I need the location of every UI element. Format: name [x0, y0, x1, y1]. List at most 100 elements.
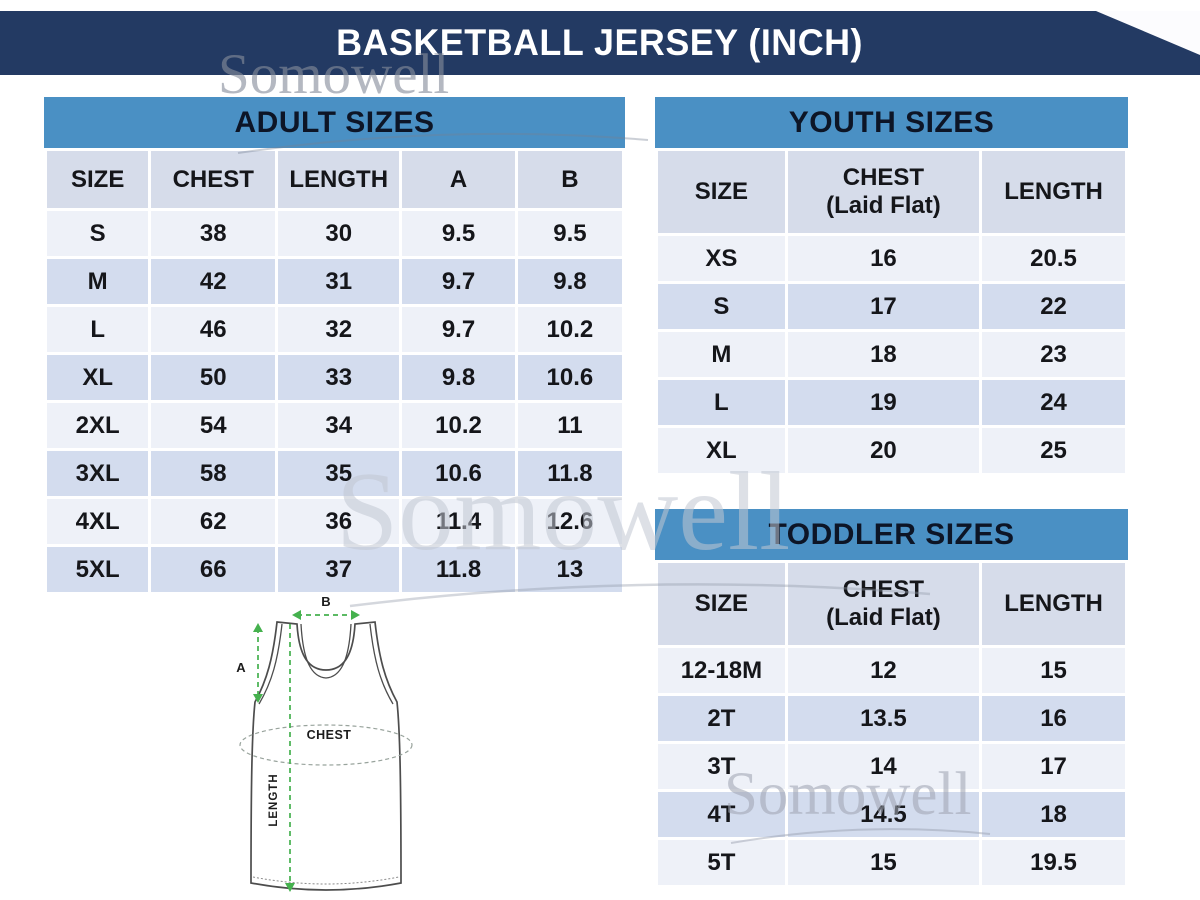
- table-row: S 17 22: [658, 284, 1125, 329]
- value-cell: 50: [151, 355, 276, 400]
- adult-sizes-section: ADULT SIZES SIZE CHEST LENGTH A B S 38 30 9…: [44, 97, 625, 595]
- size-cell: L: [658, 380, 785, 425]
- column-header: LENGTH: [982, 151, 1125, 233]
- size-cell: 3XL: [47, 451, 149, 496]
- title-band: BASKETBALL JERSEY (INCH): [0, 11, 1200, 75]
- size-cell: 2XL: [47, 403, 149, 448]
- value-cell: 9.7: [402, 307, 515, 352]
- value-cell: 24: [982, 380, 1125, 425]
- toddler-sizes-section: TODDLER SIZES SIZE CHEST (Laid Flat) LEN…: [655, 509, 1128, 888]
- value-cell: 31: [278, 259, 400, 304]
- length-arrowhead-bottom: [285, 883, 295, 892]
- size-cell: 3T: [658, 744, 785, 789]
- value-cell: 9.5: [517, 211, 622, 256]
- value-cell: 12.6: [517, 499, 622, 544]
- size-cell: M: [47, 259, 149, 304]
- value-cell: 58: [151, 451, 276, 496]
- value-cell: 34: [278, 403, 400, 448]
- size-cell: XL: [47, 355, 149, 400]
- value-cell: 9.8: [402, 355, 515, 400]
- value-cell: 16: [982, 696, 1125, 741]
- value-cell: 66: [151, 547, 276, 592]
- armhole-trim-left: [258, 623, 283, 705]
- size-cell: XS: [658, 236, 785, 281]
- a-label: A: [236, 660, 246, 675]
- a-arrowhead-top: [253, 623, 263, 632]
- column-header: CHEST: [151, 151, 276, 208]
- value-cell: 36: [278, 499, 400, 544]
- value-cell: 12: [787, 648, 980, 693]
- youth-sizes-table: SIZE CHEST (Laid Flat) LENGTH XS 16 20.5 S…: [655, 148, 1128, 476]
- table-row: M 42 31 9.7 9.8: [47, 259, 622, 304]
- table-row: 5T 15 19.5: [658, 840, 1125, 885]
- b-label: B: [321, 594, 330, 609]
- column-header-sub: (Laid Flat): [826, 604, 941, 631]
- size-cell: L: [47, 307, 149, 352]
- column-header: LENGTH: [278, 151, 400, 208]
- value-cell: 17: [787, 284, 980, 329]
- column-header: CHEST (Laid Flat): [787, 563, 980, 645]
- value-cell: 9.7: [402, 259, 515, 304]
- size-cell: 4XL: [47, 499, 149, 544]
- value-cell: 14: [787, 744, 980, 789]
- column-header: A: [402, 151, 515, 208]
- toddler-sizes-heading: TODDLER SIZES: [655, 509, 1128, 560]
- value-cell: 22: [982, 284, 1125, 329]
- column-header: LENGTH: [982, 563, 1125, 645]
- value-cell: 15: [787, 840, 980, 885]
- size-cell: S: [658, 284, 785, 329]
- table-row: M 18 23: [658, 332, 1125, 377]
- value-cell: 9.8: [517, 259, 622, 304]
- table-row: 5XL 66 37 11.8 13: [47, 547, 622, 592]
- adult-sizes-table: SIZE CHEST LENGTH A B S 38 30 9.5 9.5 M 42 31 9…: [44, 148, 625, 595]
- value-cell: 13: [517, 547, 622, 592]
- column-header-sub: (Laid Flat): [826, 192, 941, 219]
- value-cell: 11.8: [517, 451, 622, 496]
- value-cell: 14.5: [787, 792, 980, 837]
- value-cell: 9.5: [402, 211, 515, 256]
- size-cell: M: [658, 332, 785, 377]
- column-header: CHEST (Laid Flat): [787, 151, 980, 233]
- value-cell: 13.5: [787, 696, 980, 741]
- value-cell: 10.6: [517, 355, 622, 400]
- value-cell: 18: [787, 332, 980, 377]
- column-header: SIZE: [658, 563, 785, 645]
- value-cell: 15: [982, 648, 1125, 693]
- size-cell: 5XL: [47, 547, 149, 592]
- value-cell: 42: [151, 259, 276, 304]
- table-row: 3XL 58 35 10.6 11.8: [47, 451, 622, 496]
- value-cell: 37: [278, 547, 400, 592]
- value-cell: 30: [278, 211, 400, 256]
- size-cell: XL: [658, 428, 785, 473]
- column-header: SIZE: [47, 151, 149, 208]
- column-header-main: CHEST: [842, 164, 925, 192]
- b-arrowhead-left: [292, 610, 301, 620]
- table-row: 4XL 62 36 11.4 12.6: [47, 499, 622, 544]
- value-cell: 20.5: [982, 236, 1125, 281]
- youth-sizes-heading: YOUTH SIZES: [655, 97, 1128, 148]
- chest-measure-ellipse: [239, 724, 413, 766]
- value-cell: 17: [982, 744, 1125, 789]
- header-row: SIZE CHEST (Laid Flat) LENGTH: [658, 563, 1125, 645]
- jersey-measurement-diagram: B A LENGTH CHEST: [236, 594, 413, 892]
- value-cell: 25: [982, 428, 1125, 473]
- table-row: XS 16 20.5: [658, 236, 1125, 281]
- neckline-trim: [300, 623, 352, 679]
- value-cell: 11.8: [402, 547, 515, 592]
- value-cell: 62: [151, 499, 276, 544]
- size-cell: 12-18M: [658, 648, 785, 693]
- value-cell: 23: [982, 332, 1125, 377]
- value-cell: 46: [151, 307, 276, 352]
- hem-stitch-line: [252, 876, 400, 885]
- value-cell: 16: [787, 236, 980, 281]
- table-row: 3T 14 17: [658, 744, 1125, 789]
- page-title: BASKETBALL JERSEY (INCH): [336, 22, 864, 63]
- column-header: SIZE: [658, 151, 785, 233]
- youth-sizes-section: YOUTH SIZES SIZE CHEST (Laid Flat) LENGT…: [655, 97, 1128, 476]
- value-cell: 10.6: [402, 451, 515, 496]
- size-cell: S: [47, 211, 149, 256]
- length-label: LENGTH: [268, 773, 280, 826]
- value-cell: 54: [151, 403, 276, 448]
- table-row: L 19 24: [658, 380, 1125, 425]
